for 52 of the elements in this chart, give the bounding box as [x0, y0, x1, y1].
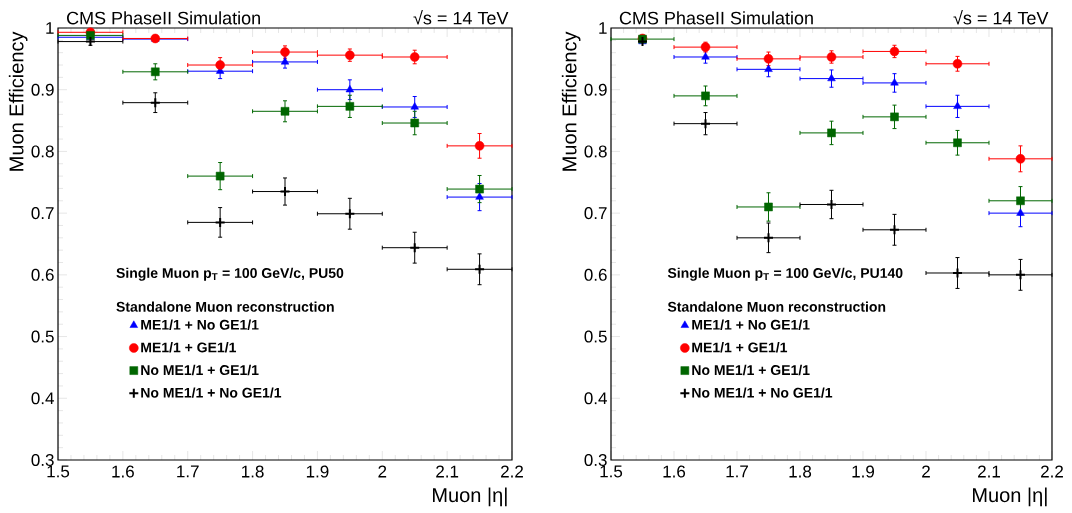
y-tick-label: 0.6	[31, 268, 54, 281]
x-tick-label: 2.2	[501, 465, 523, 478]
x-tick-label: 2.1	[978, 465, 1000, 478]
y-tick-label: 0.9	[584, 83, 607, 96]
annotation: Single Muon p$_{T}$ = 100 GeV/c, PU140	[667, 267, 903, 281]
chart-subtitle: √s = 14 TeV	[953, 10, 1049, 25]
y-tick-label: 0.7	[584, 207, 607, 220]
y-tick-label: 0.4	[31, 392, 54, 405]
x-axis-title: Muon |η|	[973, 487, 1047, 507]
x-tick-label: 1.8	[242, 465, 264, 478]
legend-label: No ME1/1 + GE1/1	[692, 364, 810, 376]
annotation: Standalone Muon reconstruction	[116, 301, 334, 312]
y-tick-label: 0.6	[584, 268, 607, 281]
y-tick-label: 0.9	[31, 83, 54, 96]
y-axis-title: Muon Efficiency	[561, 31, 581, 171]
legend-label: No ME1/1 + GE1/1	[141, 364, 259, 376]
legend-label: ME1/1 + No GE1/1	[141, 319, 259, 330]
x-tick-label: 1.7	[726, 465, 748, 478]
chart-title: CMS PhaseII Simulation	[66, 11, 260, 25]
y-axis-title: Muon Efficiency	[8, 31, 28, 171]
legend-label: No ME1/1 + No GE1/1	[692, 387, 833, 398]
x-tick-label: 1.5	[600, 465, 623, 478]
chart-title: CMS PhaseII Simulation	[619, 11, 813, 25]
y-tick-label: 1	[46, 22, 54, 34]
x-tick-label: 2.1	[436, 465, 459, 478]
x-tick-label: 1.6	[663, 465, 686, 478]
x-tick-label: 2	[922, 465, 930, 478]
x-tick-label: 2	[378, 465, 387, 478]
y-tick-label: 0.3	[584, 453, 607, 467]
legend-label: No ME1/1 + No GE1/1	[141, 387, 282, 398]
legend-label: ME1/1 + GE1/1	[692, 342, 788, 353]
annotation: Standalone Muon reconstruction	[667, 301, 886, 312]
y-tick-label: 0.5	[584, 330, 607, 343]
annotation: Single Muon p$_{T}$ = 100 GeV/c, PU50	[116, 267, 344, 281]
x-tick-label: 1.6	[112, 465, 134, 478]
x-tick-label: 1.9	[306, 465, 329, 478]
y-tick-label: 0.8	[584, 145, 607, 158]
x-tick-label: 1.8	[789, 465, 812, 478]
y-tick-label: 0.8	[31, 145, 54, 158]
x-axis-title: Muon |η|	[433, 487, 507, 507]
legend-label: ME1/1 + GE1/1	[141, 342, 237, 353]
x-tick-label: 1.9	[852, 465, 875, 478]
y-tick-label: 0.3	[31, 453, 54, 467]
y-tick-label: 0.7	[31, 207, 54, 220]
x-tick-label: 2.2	[1041, 465, 1063, 478]
legend-label: ME1/1 + No GE1/1	[692, 319, 810, 330]
x-tick-label: 1.7	[177, 465, 199, 478]
y-tick-label: 0.4	[584, 392, 607, 405]
y-tick-label: 0.5	[31, 330, 54, 343]
chart-subtitle: √s = 14 TeV	[413, 10, 509, 25]
x-tick-label: 1.5	[47, 465, 70, 478]
y-tick-label: 1	[599, 22, 607, 34]
